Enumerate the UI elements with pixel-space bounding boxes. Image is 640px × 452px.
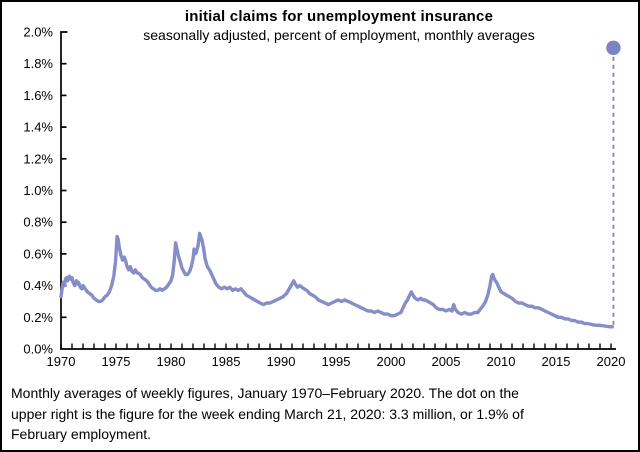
x-tick-label: 1970: [47, 354, 76, 369]
y-tick-label: 2.0%: [23, 25, 53, 40]
line-chart: 2.0% 1.8% 1.6% 1.4% 1.2% 1.0% 0.8% 0.6% 0.4% 0.2%…: [23, 25, 626, 370]
y-tick-label: 0.4%: [23, 278, 53, 293]
caption-line-3: February employment.: [11, 426, 152, 442]
y-tick-label: 0.2%: [23, 310, 53, 325]
y-tick-label: 0.8%: [23, 215, 53, 230]
x-tick-label: 1995: [322, 354, 351, 369]
y-tick-label: 1.0%: [23, 183, 53, 198]
y-tick-label: 1.2%: [23, 151, 53, 166]
caption: Monthly averages of weekly figures, Janu…: [11, 383, 635, 445]
y-tick-label: 1.6%: [23, 88, 53, 103]
x-tick-label: 1980: [157, 354, 186, 369]
annotation-dot: [606, 40, 621, 56]
x-tick-label: 2000: [377, 354, 406, 369]
y-tick-label: 1.4%: [23, 120, 53, 135]
y-tick-label: 0.0%: [23, 342, 53, 357]
x-tick-label: 1985: [212, 354, 241, 369]
series-line: [59, 231, 614, 329]
y-tick-label: 1.8%: [23, 56, 53, 71]
y-tick-label: 0.6%: [23, 246, 53, 261]
chart-subtitle: seasonally adjusted, percent of employme…: [143, 27, 535, 43]
x-tick-label: 2020: [597, 354, 626, 369]
x-tick-label: 1975: [102, 354, 131, 369]
x-tick-label: 2010: [487, 354, 516, 369]
caption-line-1: Monthly averages of weekly figures, Janu…: [11, 385, 519, 401]
caption-line-2: upper right is the figure for the week e…: [11, 405, 524, 422]
chart-title: initial claims for unemployment insuranc…: [184, 8, 494, 25]
x-tick-label: 2005: [432, 354, 461, 369]
x-tick-label: 2015: [542, 354, 571, 369]
x-tick-label: 1990: [267, 354, 296, 369]
